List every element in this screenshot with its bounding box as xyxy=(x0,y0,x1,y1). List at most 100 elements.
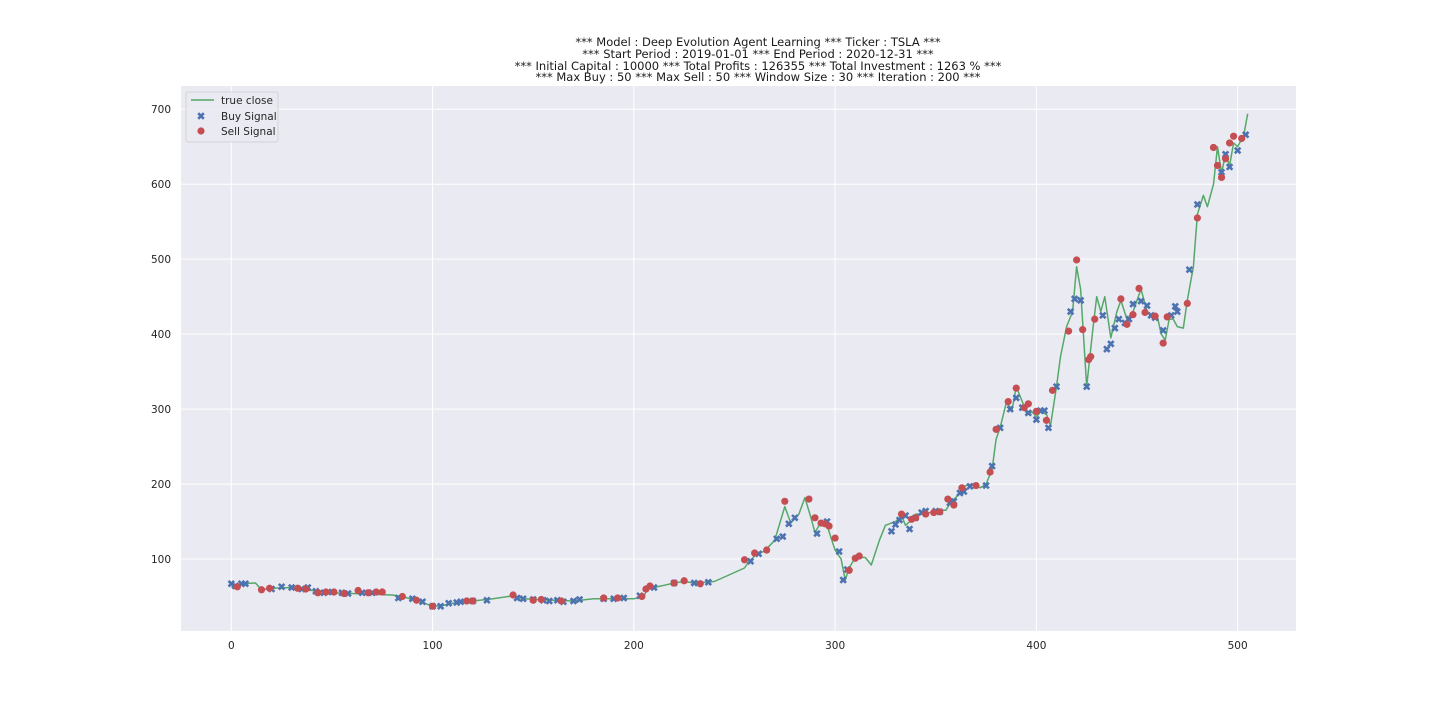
sell-signal-marker xyxy=(537,595,545,604)
legend-label-buy-signal: Buy Signal xyxy=(221,111,277,123)
sell-signal-marker xyxy=(972,481,980,490)
sell-signal-marker xyxy=(412,596,421,604)
sell-signal-marker xyxy=(1079,326,1087,334)
legend-buy-x xyxy=(197,112,205,120)
sell-signal-marker xyxy=(463,597,471,605)
sell-signal-marker xyxy=(944,495,952,503)
sell-signal-marker xyxy=(364,589,372,597)
sell-signal-marker xyxy=(1209,143,1218,152)
sell-signal-marker xyxy=(680,577,688,585)
buy-signal-marker xyxy=(813,529,821,538)
sell-signal-marker xyxy=(912,514,920,522)
x-tick-label: 0 xyxy=(228,640,235,652)
sell-signal-marker xyxy=(378,588,386,596)
sell-signal-marker xyxy=(811,514,819,522)
buy-signal-marker xyxy=(620,594,628,602)
sell-signal-marker xyxy=(740,556,749,564)
y-tick-label: 700 xyxy=(151,104,171,116)
sell-signal-marker xyxy=(257,586,266,594)
x-tick-label: 300 xyxy=(825,640,845,652)
sell-signal-marker xyxy=(398,592,406,601)
sell-signal-marker xyxy=(992,425,1000,433)
buy-signal-marker xyxy=(436,602,445,610)
buy-signal-marker xyxy=(1233,146,1242,155)
legend-sell-marker xyxy=(197,127,205,135)
buy-signal-marker xyxy=(575,595,584,604)
sell-signal-marker xyxy=(1048,386,1057,394)
sell-signal-marker xyxy=(1024,400,1032,408)
buy-signal-marker xyxy=(277,583,286,591)
sell-signal-marker xyxy=(1141,308,1149,316)
buy-signal-marker xyxy=(1115,315,1123,323)
sell-signal-marker xyxy=(1129,311,1137,319)
buy-signal-marker xyxy=(1193,200,1202,209)
legend-label-true-close: true close xyxy=(221,95,273,107)
y-tick-label: 400 xyxy=(151,329,171,341)
sell-signal-marker xyxy=(372,588,380,596)
sell-signal-marker xyxy=(825,522,833,530)
buy-signal-marker xyxy=(1225,163,1234,171)
buy-signal-marker xyxy=(1129,300,1137,308)
legend-label-sell-signal: Sell Signal xyxy=(221,126,276,138)
sell-signal-marker xyxy=(638,592,646,601)
sell-signal-marker xyxy=(600,594,608,602)
buy-signal-marker xyxy=(418,598,427,606)
sell-signal-marker xyxy=(1217,173,1226,182)
buy-signal-marker xyxy=(1173,307,1181,316)
sell-signal-marker xyxy=(1213,161,1222,170)
sell-signal-marker xyxy=(1193,214,1201,222)
sell-signal-marker xyxy=(557,597,565,605)
sell-signal-marker xyxy=(1073,256,1081,264)
buy-signal-marker xyxy=(1032,415,1041,424)
legend-sell-dot xyxy=(197,127,205,135)
y-tick-label: 300 xyxy=(151,404,171,416)
sell-signal-marker xyxy=(1163,313,1171,321)
grid xyxy=(181,86,1296,631)
x-tick-label: 400 xyxy=(1026,640,1046,652)
sell-signal-marker xyxy=(1042,416,1051,424)
buy-signal-marker xyxy=(905,525,914,533)
sell-signal-marker xyxy=(696,580,704,588)
title-line-3: *** Initial Capital : 10000 *** Total Pr… xyxy=(515,59,1002,73)
sell-signal-marker xyxy=(1238,134,1246,143)
sell-signal-marker xyxy=(845,566,853,574)
buy-signal-marker xyxy=(1040,406,1049,415)
sell-signal-marker xyxy=(763,546,771,554)
sell-signal-marker xyxy=(330,588,338,596)
x-tick-label: 500 xyxy=(1228,640,1248,652)
y-tick-label: 100 xyxy=(151,554,171,566)
buy-signal-marker xyxy=(483,596,491,604)
sell-signal-marker xyxy=(831,534,839,542)
y-tick-label: 500 xyxy=(151,254,171,266)
buy-signal-marker xyxy=(241,580,250,588)
buy-signal-marker xyxy=(704,578,713,586)
sell-signal-marker xyxy=(1091,315,1099,323)
sell-signal-marker xyxy=(805,495,813,503)
legend: true close Buy Signal Sell Signal xyxy=(185,91,279,143)
sell-signal-marker xyxy=(1012,384,1020,392)
legend-buy-marker xyxy=(197,112,205,120)
buy-signal-marker xyxy=(1171,302,1179,311)
buy-signal-marker xyxy=(287,583,296,592)
sell-signal-marker xyxy=(1032,407,1040,415)
x-tick-label: 100 xyxy=(423,640,443,652)
buy-signal-marker xyxy=(1159,326,1167,335)
sell-signal-marker xyxy=(781,497,789,505)
sell-signal-marker xyxy=(529,596,537,604)
sell-signal-marker xyxy=(1221,155,1230,163)
buy-signal-marker xyxy=(988,462,996,470)
buy-signal-marker xyxy=(1107,340,1115,348)
y-tick-label: 200 xyxy=(151,479,171,491)
buy-signal-marker xyxy=(1217,168,1226,176)
buy-signal-marker xyxy=(1070,295,1079,303)
sell-signal-marker xyxy=(1151,312,1159,320)
sell-signal-marker xyxy=(1004,398,1012,406)
sell-signal-marker xyxy=(1183,299,1191,308)
sell-signal-marker xyxy=(1135,284,1143,293)
buy-signal-marker xyxy=(779,532,787,541)
sell-signal-marker xyxy=(614,594,622,602)
y-tick-label: 600 xyxy=(151,179,171,191)
title-line-1: *** Model : Deep Evolution Agent Learnin… xyxy=(575,35,940,49)
sell-signal-marker xyxy=(233,583,241,591)
